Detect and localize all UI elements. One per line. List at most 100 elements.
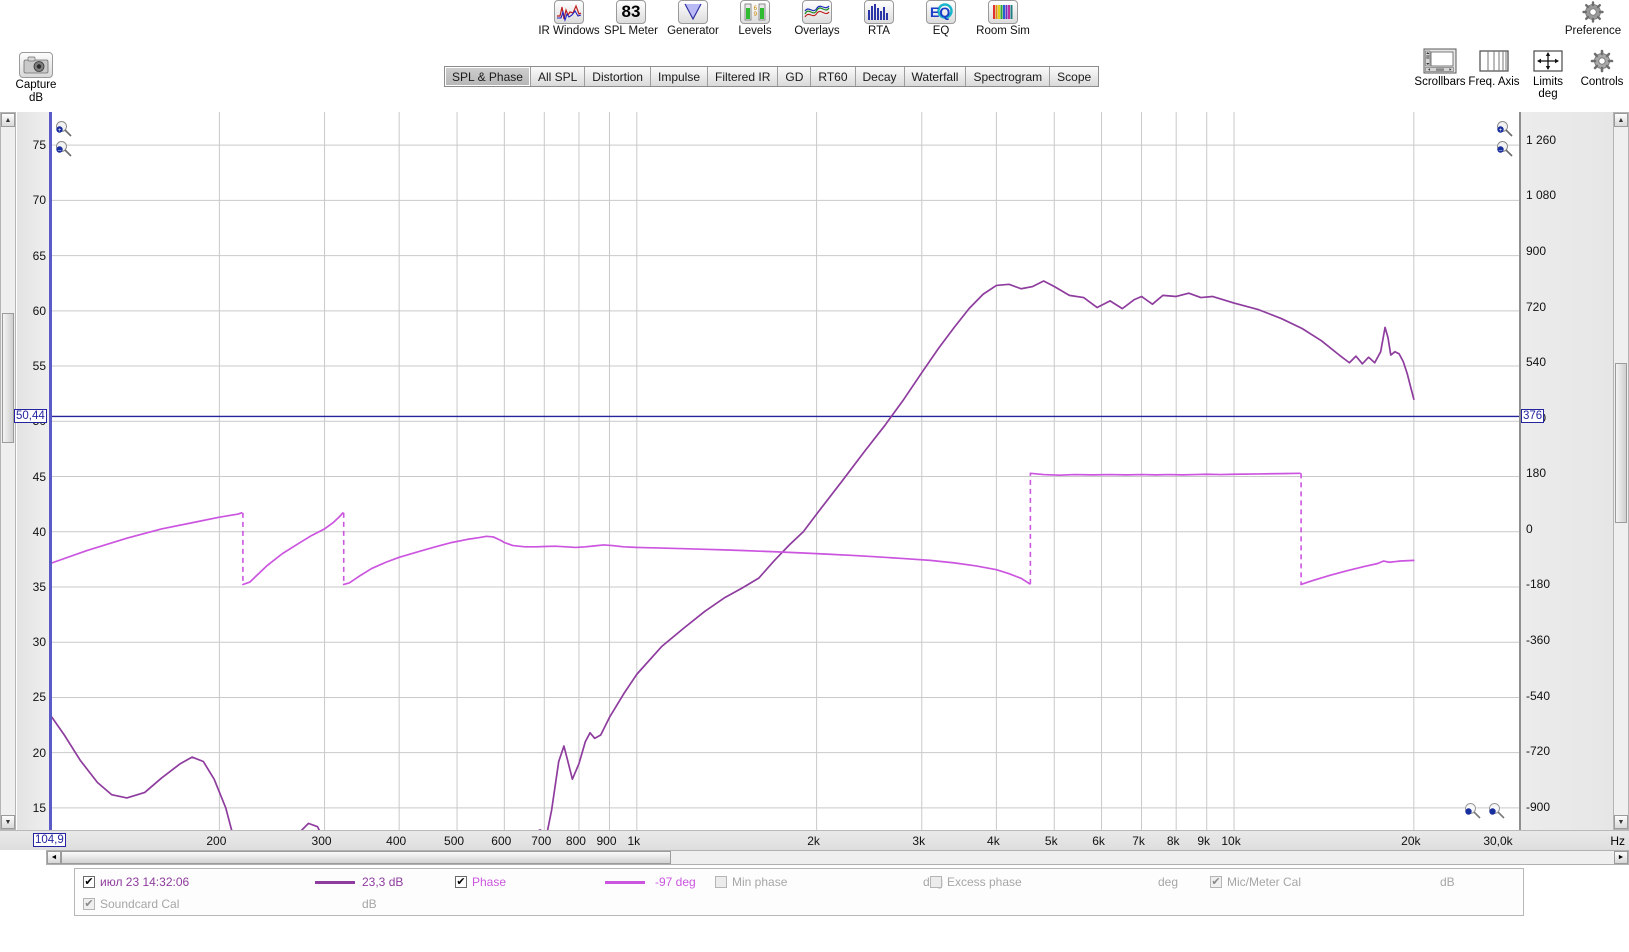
gear-icon	[1583, 46, 1621, 76]
toolbar-label: IR Windows	[538, 25, 600, 37]
phase-checkbox[interactable]: ✔	[455, 875, 467, 888]
soundcard-cal-checkbox[interactable]: ✔	[83, 897, 95, 910]
y2-axis-tick-label: 900	[1526, 243, 1547, 258]
tab-decay[interactable]: Decay	[855, 67, 905, 86]
scroll-up-arrow[interactable]: ▲	[1, 113, 15, 127]
toolbar-button-preferences[interactable]: Preference	[1557, 0, 1629, 38]
tab-all-spl[interactable]: All SPL	[530, 67, 586, 86]
y2-axis-tick-label: -180	[1526, 577, 1551, 592]
tabs-container: SPL & Phase All SPL Distortion Impulse F…	[444, 66, 1100, 87]
phase-color-swatch	[605, 871, 645, 893]
min-phase-checkbox[interactable]	[715, 876, 727, 888]
spl-cursor-readout[interactable]: 50,44	[14, 409, 47, 424]
scroll-down-arrow[interactable]: ▼	[1614, 815, 1628, 829]
legend-item-mic-cal[interactable]: ✔ Mic/Meter Cal	[1210, 871, 1301, 893]
measurement-color-swatch	[315, 871, 355, 893]
zoom-in-icon-bottom-right[interactable]	[1463, 802, 1483, 820]
tab-filtered-ir[interactable]: Filtered IR	[708, 67, 779, 86]
tab-rt60[interactable]: RT60	[811, 67, 856, 86]
capture-unit: dB	[28, 92, 44, 104]
mic-cal-checkbox[interactable]: ✔	[1210, 875, 1222, 888]
gear-icon	[1578, 0, 1608, 24]
right-vertical-scrollbar[interactable]: ▲ ▼	[1613, 112, 1629, 830]
frequency-cursor-readout[interactable]: 104,9	[33, 833, 66, 847]
tab-impulse[interactable]: Impulse	[650, 67, 709, 86]
y-axis-tick-label: 75	[32, 138, 46, 153]
toolbar-label: Levels	[738, 25, 772, 37]
x-axis-tick-label: 8k	[1166, 834, 1180, 848]
phase-value-text: -97 deg	[655, 875, 696, 889]
tab-scope[interactable]: Scope	[1050, 67, 1099, 86]
svg-text:6: 6	[754, 5, 758, 12]
graph-tool-freq-axis[interactable]: Freq. Axis	[1467, 46, 1521, 100]
phase-label: Phase	[472, 875, 507, 889]
excess-phase-unit: deg	[1158, 871, 1178, 893]
scrollbar-thumb[interactable]	[61, 851, 671, 864]
zoom-in-icon-top-left[interactable]: +	[54, 120, 74, 138]
measurement-label: июл 23 14:32:06	[100, 875, 190, 889]
x-axis-tick-label: 5k	[1044, 834, 1058, 848]
graph-tool-limits[interactable]: Limits deg	[1521, 46, 1575, 100]
x-axis-tick-label: 700	[531, 834, 552, 848]
legend-item-measurement[interactable]: ✔ июл 23 14:32:06	[83, 871, 189, 893]
toolbar-button-overlays[interactable]: Overlays	[786, 0, 848, 38]
toolbar-label: EQ	[932, 25, 950, 37]
scroll-left-arrow[interactable]: ◄	[47, 851, 61, 864]
zoom-in-icon-top-right[interactable]: +	[1495, 120, 1515, 138]
zoom-out-icon-top-left[interactable]: –	[54, 140, 74, 158]
levels-icon: 6 9	[740, 0, 770, 24]
scrollbar-thumb[interactable]	[1615, 363, 1627, 523]
tab-waterfall[interactable]: Waterfall	[904, 67, 967, 86]
tab-spl-phase[interactable]: SPL & Phase	[445, 67, 531, 86]
tab-distortion[interactable]: Distortion	[585, 67, 651, 86]
legend-item-phase[interactable]: ✔ Phase	[455, 871, 506, 893]
svg-text:+: +	[58, 128, 62, 134]
toolbar-button-room-sim[interactable]: Room Sim	[972, 0, 1034, 38]
scroll-right-arrow[interactable]: ►	[1614, 851, 1628, 864]
toolbar-button-rta[interactable]: RTA	[848, 0, 910, 38]
overlays-icon	[802, 0, 832, 24]
graph-tool-controls[interactable]: Controls	[1575, 46, 1629, 100]
excess-phase-checkbox[interactable]	[930, 876, 942, 888]
svg-text:–: –	[1499, 148, 1503, 154]
tab-spectrogram[interactable]: Spectrogram	[966, 67, 1051, 86]
tab-gd[interactable]: GD	[778, 67, 812, 86]
zoom-out-icon-top-right[interactable]: –	[1495, 140, 1515, 158]
spl-meter-icon: 83	[616, 0, 646, 24]
scrollbar-thumb[interactable]	[2, 313, 14, 443]
plot-canvas[interactable]	[49, 112, 1521, 830]
x-axis-tick-label: 800	[565, 834, 586, 848]
toolbar-button-levels[interactable]: 6 9 Levels	[724, 0, 786, 38]
x-axis-frequency: 104,9 Hz 200 300 400 500 600 700 800 900 1k 2k 3k 4…	[0, 830, 1629, 850]
left-vertical-scrollbar[interactable]: ▲ ▼	[0, 112, 16, 830]
legend-item-soundcard-cal[interactable]: ✔ Soundcard Cal	[83, 893, 179, 915]
toolbar-label: SPL Meter	[604, 25, 658, 37]
legend-item-min-phase[interactable]: Min phase	[715, 871, 787, 893]
graph-tool-label: Limits	[1532, 76, 1564, 88]
y2-axis-tick-label: -720	[1526, 744, 1551, 759]
horizontal-scrollbar[interactable]: ◄ ►	[46, 850, 1629, 865]
graph-area: ▲ ▼ ▲ ▼ 75706560555045403530252015 1 260…	[0, 112, 1629, 830]
measurement-checkbox[interactable]: ✔	[83, 875, 95, 888]
camera-icon	[19, 52, 53, 78]
scroll-down-arrow[interactable]: ▼	[1, 815, 15, 829]
toolbar-button-generator[interactable]: Generator	[662, 0, 724, 38]
x-axis-tick-label: 2k	[807, 834, 820, 848]
y2-axis-tick-label: 1 260	[1526, 132, 1557, 147]
svg-text:+: +	[1499, 128, 1503, 134]
scrollbar-track[interactable]	[61, 851, 1614, 864]
legend-row-1: ✔ июл 23 14:32:06 23,3 dB ✔ Phase -97 de…	[75, 871, 1523, 893]
legend-panel: ✔ июл 23 14:32:06 23,3 dB ✔ Phase -97 de…	[74, 868, 1524, 916]
scroll-up-arrow[interactable]: ▲	[1614, 113, 1628, 127]
legend-item-excess-phase[interactable]: Excess phase	[930, 871, 1022, 893]
toolbar-button-spl-meter[interactable]: 83 SPL Meter	[600, 0, 662, 38]
zoom-out-icon-bottom-right[interactable]	[1487, 802, 1507, 820]
phase-cursor-readout[interactable]: 376	[1521, 409, 1545, 424]
toolbar-button-eq[interactable]: EQ EQ	[910, 0, 972, 38]
graph-tool-scrollbars[interactable]: Scrollbars	[1413, 46, 1467, 100]
toolbar-button-ir-windows[interactable]: IR Windows	[538, 0, 600, 38]
freq-axis-icon	[1475, 46, 1513, 76]
capture-button[interactable]: Capture dB	[14, 52, 58, 104]
mic-cal-label: Mic/Meter Cal	[1227, 875, 1302, 889]
